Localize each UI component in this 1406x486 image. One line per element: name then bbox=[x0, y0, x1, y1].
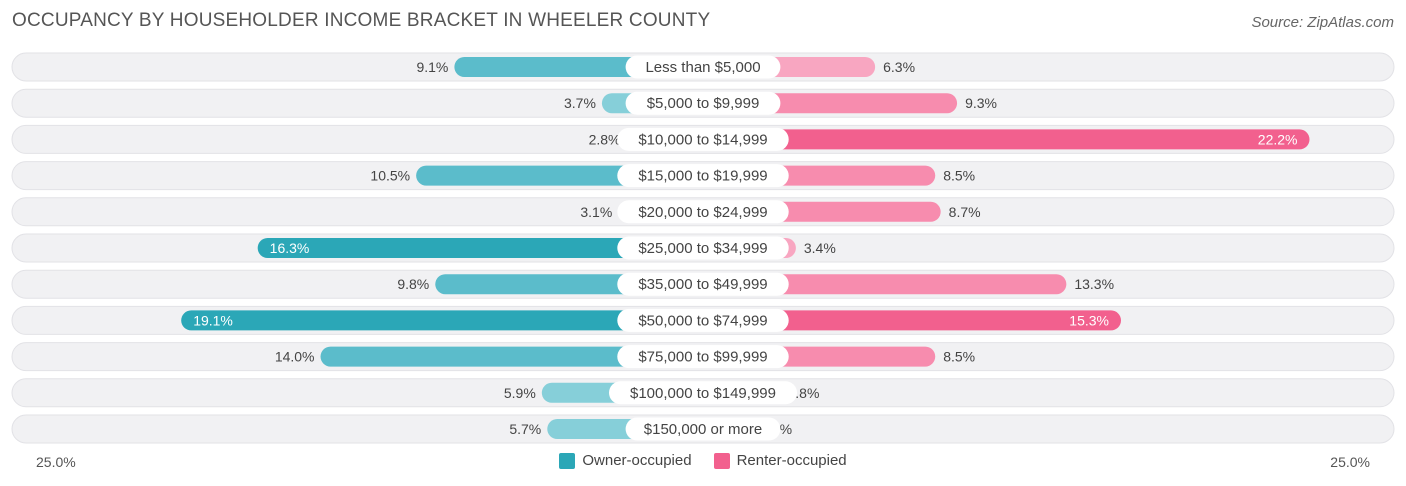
category-label-pill bbox=[617, 127, 789, 151]
category-label: $35,000 to $49,999 bbox=[638, 276, 767, 293]
source-label: Source: ZipAtlas.com bbox=[1251, 14, 1394, 31]
legend-item-renter[interactable]: Renter-occupied bbox=[713, 452, 847, 469]
category-label-pill bbox=[617, 164, 789, 188]
renter-bar bbox=[703, 310, 1121, 331]
category-label: $25,000 to $34,999 bbox=[638, 240, 767, 257]
category-label: $15,000 to $19,999 bbox=[638, 168, 767, 185]
category-label: $75,000 to $99,999 bbox=[638, 349, 767, 366]
owner-value-label: 3.7% bbox=[564, 95, 596, 111]
owner-bar bbox=[181, 310, 704, 331]
renter-value-label: 13.3% bbox=[1074, 276, 1114, 292]
owner-value-label: 2.8% bbox=[589, 131, 621, 147]
owner-value-label: 5.7% bbox=[509, 421, 541, 437]
owner-value-label: 9.1% bbox=[416, 59, 448, 75]
renter-value-label: 9.3% bbox=[965, 95, 997, 111]
renter-value-label: 3.4% bbox=[804, 240, 836, 256]
category-label-pill bbox=[617, 345, 789, 369]
renter-value-label: 8.5% bbox=[943, 168, 975, 184]
legend-swatch-owner bbox=[559, 452, 576, 469]
owner-value-label: 14.0% bbox=[275, 349, 315, 365]
owner-value-label: 9.8% bbox=[397, 276, 429, 292]
category-label: $5,000 to $9,999 bbox=[647, 95, 760, 112]
diverging-bar-chart: 9.1% 6.3% Less than $5,000 3.7% 9.3% $5,000 t… bbox=[11, 52, 1395, 444]
category-label-pill bbox=[625, 55, 781, 79]
chart-title: OCCUPANCY BY HOUSEHOLDER INCOME BRACKET … bbox=[12, 10, 711, 31]
category-label: $150,000 or more bbox=[644, 421, 762, 438]
legend-swatch-renter bbox=[713, 452, 730, 469]
renter-bar bbox=[703, 274, 1067, 295]
category-label-pill bbox=[625, 91, 781, 115]
category-label-pill bbox=[617, 200, 789, 224]
legend-label-owner: Owner-occupied bbox=[582, 452, 692, 469]
category-label: $100,000 to $149,999 bbox=[630, 385, 776, 402]
owner-value-label: 3.1% bbox=[580, 204, 612, 220]
legend-item-owner[interactable]: Owner-occupied bbox=[559, 452, 692, 469]
renter-value-label: 22.2% bbox=[1258, 131, 1298, 147]
owner-bar bbox=[257, 238, 703, 258]
axis-left-label: 25.0% bbox=[36, 454, 76, 470]
axis-right-label: 25.0% bbox=[1330, 454, 1370, 470]
category-label: $10,000 to $14,999 bbox=[638, 131, 767, 148]
category-label: Less than $5,000 bbox=[645, 59, 760, 76]
owner-value-label: 16.3% bbox=[270, 240, 310, 256]
legend-label-renter: Renter-occupied bbox=[736, 452, 847, 469]
renter-value-label: 6.3% bbox=[883, 59, 915, 75]
renter-value-label: 8.5% bbox=[943, 349, 975, 365]
renter-value-label: 8.7% bbox=[949, 204, 981, 220]
category-label-pill bbox=[617, 236, 789, 260]
category-label: $20,000 to $24,999 bbox=[638, 204, 767, 221]
category-label-pill bbox=[609, 381, 797, 405]
renter-value-label: 15.3% bbox=[1069, 312, 1109, 328]
category-label-pill bbox=[617, 308, 789, 332]
owner-value-label: 19.1% bbox=[193, 312, 233, 328]
renter-bar bbox=[703, 129, 1310, 150]
owner-value-label: 10.5% bbox=[370, 168, 410, 184]
category-label-pill bbox=[617, 272, 789, 296]
category-label: $50,000 to $74,999 bbox=[638, 312, 767, 329]
category-label-pill bbox=[625, 417, 781, 441]
legend: Owner-occupied Renter-occupied bbox=[0, 452, 1406, 469]
owner-value-label: 5.9% bbox=[504, 385, 536, 401]
owner-bar bbox=[320, 346, 703, 367]
